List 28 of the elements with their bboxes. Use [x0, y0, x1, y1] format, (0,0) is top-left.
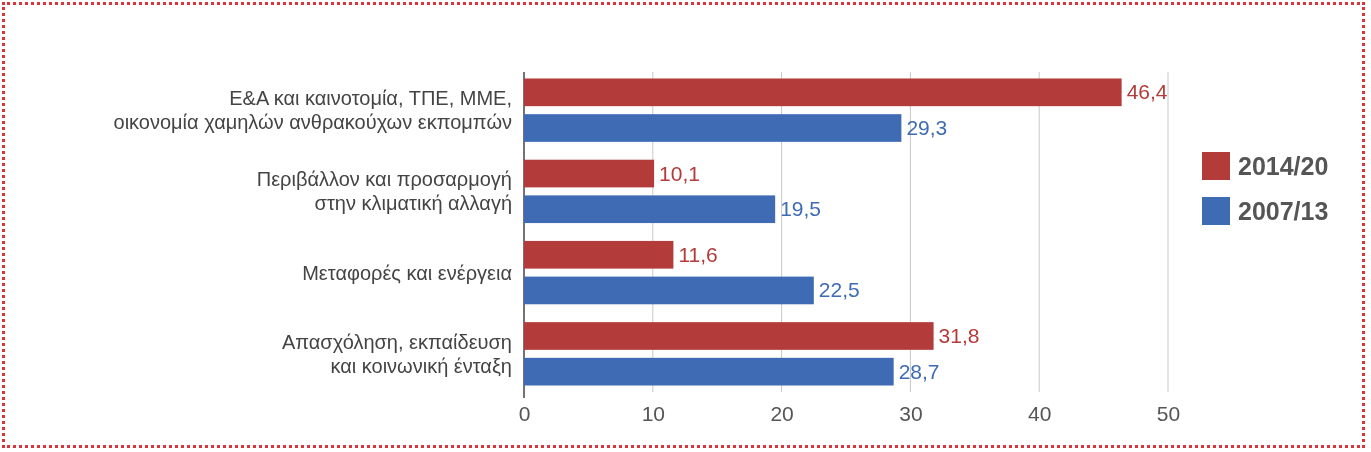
- data-label: 29,3: [906, 116, 948, 140]
- bar: [524, 357, 894, 386]
- bar: [524, 195, 776, 224]
- y-tick-label: Ε&Α και καινοτομία, ΤΠΕ, ΜΜΕ, οικονομία χαμηλών ανθρακούχων εκπομπών: [113, 87, 512, 134]
- data-label: 19,5: [780, 197, 822, 221]
- x-tick-label: 10: [641, 401, 665, 425]
- data-label: 22,5: [818, 278, 860, 302]
- x-tick-label: 50: [1156, 401, 1181, 425]
- legend-label: 2007/13: [1238, 197, 1329, 225]
- data-label: 28,7: [898, 359, 940, 383]
- bar: [524, 322, 934, 350]
- x-tick-label: 0: [518, 401, 531, 425]
- bar: [524, 114, 902, 142]
- x-tick-label: 20: [770, 401, 794, 425]
- data-label: 46,4: [1126, 80, 1168, 104]
- bar: [524, 78, 1122, 107]
- data-label: 10,1: [659, 161, 700, 185]
- y-tick-label: Περιβάλλον και προσαρμογή στην κλιματική αλλαγή: [256, 168, 512, 215]
- x-tick-label: 30: [899, 401, 923, 425]
- y-tick-label: Απασχόληση, εκπαίδευση και κοινωνική ένταξη: [281, 330, 512, 377]
- bar: [524, 276, 814, 305]
- data-label: 11,6: [678, 242, 718, 266]
- legend-label: 2014/20: [1238, 152, 1329, 180]
- x-tick-label: 40: [1028, 401, 1052, 425]
- bar: [524, 240, 674, 269]
- bar: [524, 159, 655, 188]
- data-label: 31,8: [938, 323, 980, 347]
- y-tick-label: Μεταφορές και ενέργεια: [302, 261, 512, 284]
